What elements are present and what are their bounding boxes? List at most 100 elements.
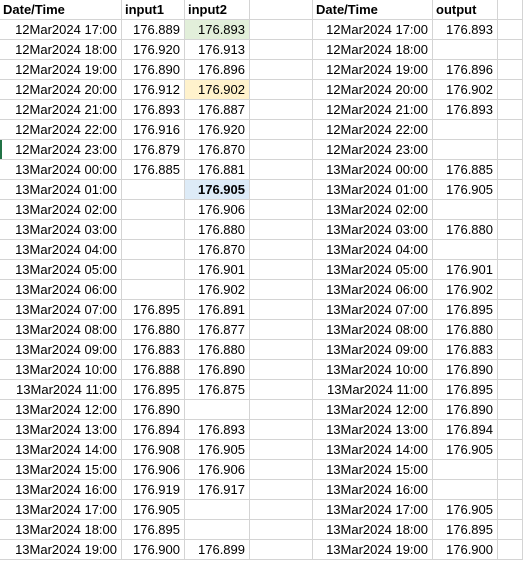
cell-input2[interactable] [185, 500, 250, 520]
cell-empty-column[interactable] [250, 320, 313, 340]
cell-empty-column[interactable] [250, 20, 313, 40]
cell-empty-column-2[interactable] [498, 140, 523, 160]
cell-empty-column-2[interactable] [498, 500, 523, 520]
cell-output[interactable]: 176.895 [433, 300, 498, 320]
cell-empty-column-2[interactable] [498, 300, 523, 320]
cell-empty-column[interactable] [250, 460, 313, 480]
cell-output[interactable]: 176.885 [433, 160, 498, 180]
header-input2[interactable]: input2 [185, 0, 250, 20]
cell-empty-column-2[interactable] [498, 240, 523, 260]
cell-left-datetime[interactable]: 13Mar2024 02:00 [0, 200, 122, 220]
cell-left-datetime[interactable]: 12Mar2024 21:00 [0, 100, 122, 120]
cell-right-datetime[interactable]: 13Mar2024 09:00 [313, 340, 433, 360]
cell-input1[interactable]: 176.900 [122, 540, 185, 560]
cell-output[interactable]: 176.895 [433, 520, 498, 540]
cell-input1[interactable]: 176.920 [122, 40, 185, 60]
cell-right-datetime[interactable]: 12Mar2024 22:00 [313, 120, 433, 140]
cell-input2[interactable]: 176.877 [185, 320, 250, 340]
header-right-datetime[interactable]: Date/Time [313, 0, 433, 20]
cell-right-datetime[interactable]: 13Mar2024 19:00 [313, 540, 433, 560]
cell-input2[interactable] [185, 520, 250, 540]
cell-input2[interactable]: 176.913 [185, 40, 250, 60]
cell-left-datetime[interactable]: 13Mar2024 12:00 [0, 400, 122, 420]
cell-input2[interactable]: 176.901 [185, 260, 250, 280]
cell-input2[interactable]: 176.893 [185, 420, 250, 440]
cell-input1[interactable]: 176.916 [122, 120, 185, 140]
cell-empty-column[interactable] [250, 160, 313, 180]
cell-input1[interactable]: 176.895 [122, 520, 185, 540]
cell-left-datetime[interactable]: 13Mar2024 04:00 [0, 240, 122, 260]
cell-input2[interactable]: 176.920 [185, 120, 250, 140]
cell-output[interactable]: 176.902 [433, 280, 498, 300]
cell-output[interactable] [433, 460, 498, 480]
cell-input1[interactable]: 176.905 [122, 500, 185, 520]
cell-input2[interactable]: 176.893 [185, 20, 250, 40]
cell-empty-column-2[interactable] [498, 460, 523, 480]
cell-left-datetime[interactable]: 12Mar2024 22:00 [0, 120, 122, 140]
cell-left-datetime[interactable]: 13Mar2024 10:00 [0, 360, 122, 380]
cell-output[interactable]: 176.880 [433, 320, 498, 340]
cell-output[interactable] [433, 140, 498, 160]
cell-empty-column[interactable] [250, 400, 313, 420]
cell-right-datetime[interactable]: 12Mar2024 18:00 [313, 40, 433, 60]
cell-right-datetime[interactable]: 13Mar2024 16:00 [313, 480, 433, 500]
cell-input2[interactable] [185, 400, 250, 420]
cell-empty-column[interactable] [250, 380, 313, 400]
cell-input1[interactable] [122, 180, 185, 200]
cell-input1[interactable]: 176.908 [122, 440, 185, 460]
cell-empty-column-2[interactable] [498, 380, 523, 400]
cell-input1[interactable]: 176.879 [122, 140, 185, 160]
cell-left-datetime[interactable]: 13Mar2024 19:00 [0, 540, 122, 560]
cell-input1[interactable]: 176.883 [122, 340, 185, 360]
cell-empty-column-2[interactable] [498, 180, 523, 200]
cell-right-datetime[interactable]: 13Mar2024 10:00 [313, 360, 433, 380]
cell-output[interactable]: 176.890 [433, 400, 498, 420]
cell-empty-column[interactable] [250, 240, 313, 260]
cell-empty-column-2[interactable] [498, 280, 523, 300]
header-empty-column-2[interactable] [498, 0, 523, 20]
cell-empty-column[interactable] [250, 280, 313, 300]
cell-input1[interactable] [122, 280, 185, 300]
cell-input1[interactable]: 176.890 [122, 60, 185, 80]
cell-left-datetime[interactable]: 13Mar2024 08:00 [0, 320, 122, 340]
cell-right-datetime[interactable]: 12Mar2024 20:00 [313, 80, 433, 100]
cell-input1[interactable]: 176.885 [122, 160, 185, 180]
cell-empty-column[interactable] [250, 260, 313, 280]
cell-left-datetime[interactable]: 13Mar2024 13:00 [0, 420, 122, 440]
cell-input1[interactable]: 176.888 [122, 360, 185, 380]
cell-left-datetime[interactable]: 13Mar2024 03:00 [0, 220, 122, 240]
cell-left-datetime[interactable]: 13Mar2024 07:00 [0, 300, 122, 320]
cell-output[interactable]: 176.905 [433, 180, 498, 200]
cell-empty-column[interactable] [250, 520, 313, 540]
cell-input2[interactable]: 176.887 [185, 100, 250, 120]
cell-output[interactable]: 176.894 [433, 420, 498, 440]
cell-empty-column-2[interactable] [498, 80, 523, 100]
cell-right-datetime[interactable]: 12Mar2024 17:00 [313, 20, 433, 40]
cell-output[interactable] [433, 120, 498, 140]
cell-empty-column[interactable] [250, 480, 313, 500]
cell-right-datetime[interactable]: 13Mar2024 17:00 [313, 500, 433, 520]
cell-output[interactable] [433, 480, 498, 500]
cell-input2[interactable]: 176.905 [185, 180, 250, 200]
cell-input2[interactable]: 176.870 [185, 140, 250, 160]
cell-output[interactable]: 176.880 [433, 220, 498, 240]
cell-empty-column[interactable] [250, 60, 313, 80]
cell-right-datetime[interactable]: 13Mar2024 13:00 [313, 420, 433, 440]
cell-empty-column[interactable] [250, 300, 313, 320]
cell-right-datetime[interactable]: 12Mar2024 23:00 [313, 140, 433, 160]
cell-output[interactable]: 176.890 [433, 360, 498, 380]
cell-left-datetime[interactable]: 13Mar2024 17:00 [0, 500, 122, 520]
cell-left-datetime[interactable]: 13Mar2024 15:00 [0, 460, 122, 480]
cell-empty-column[interactable] [250, 140, 313, 160]
cell-left-datetime[interactable]: 13Mar2024 11:00 [0, 380, 122, 400]
cell-output[interactable]: 176.896 [433, 60, 498, 80]
cell-left-datetime[interactable]: 13Mar2024 05:00 [0, 260, 122, 280]
cell-left-datetime[interactable]: 13Mar2024 18:00 [0, 520, 122, 540]
cell-empty-column-2[interactable] [498, 360, 523, 380]
cell-empty-column-2[interactable] [498, 40, 523, 60]
cell-left-datetime[interactable]: 12Mar2024 19:00 [0, 60, 122, 80]
cell-empty-column[interactable] [250, 540, 313, 560]
cell-empty-column-2[interactable] [498, 520, 523, 540]
header-empty-column[interactable] [250, 0, 313, 20]
cell-right-datetime[interactable]: 13Mar2024 02:00 [313, 200, 433, 220]
